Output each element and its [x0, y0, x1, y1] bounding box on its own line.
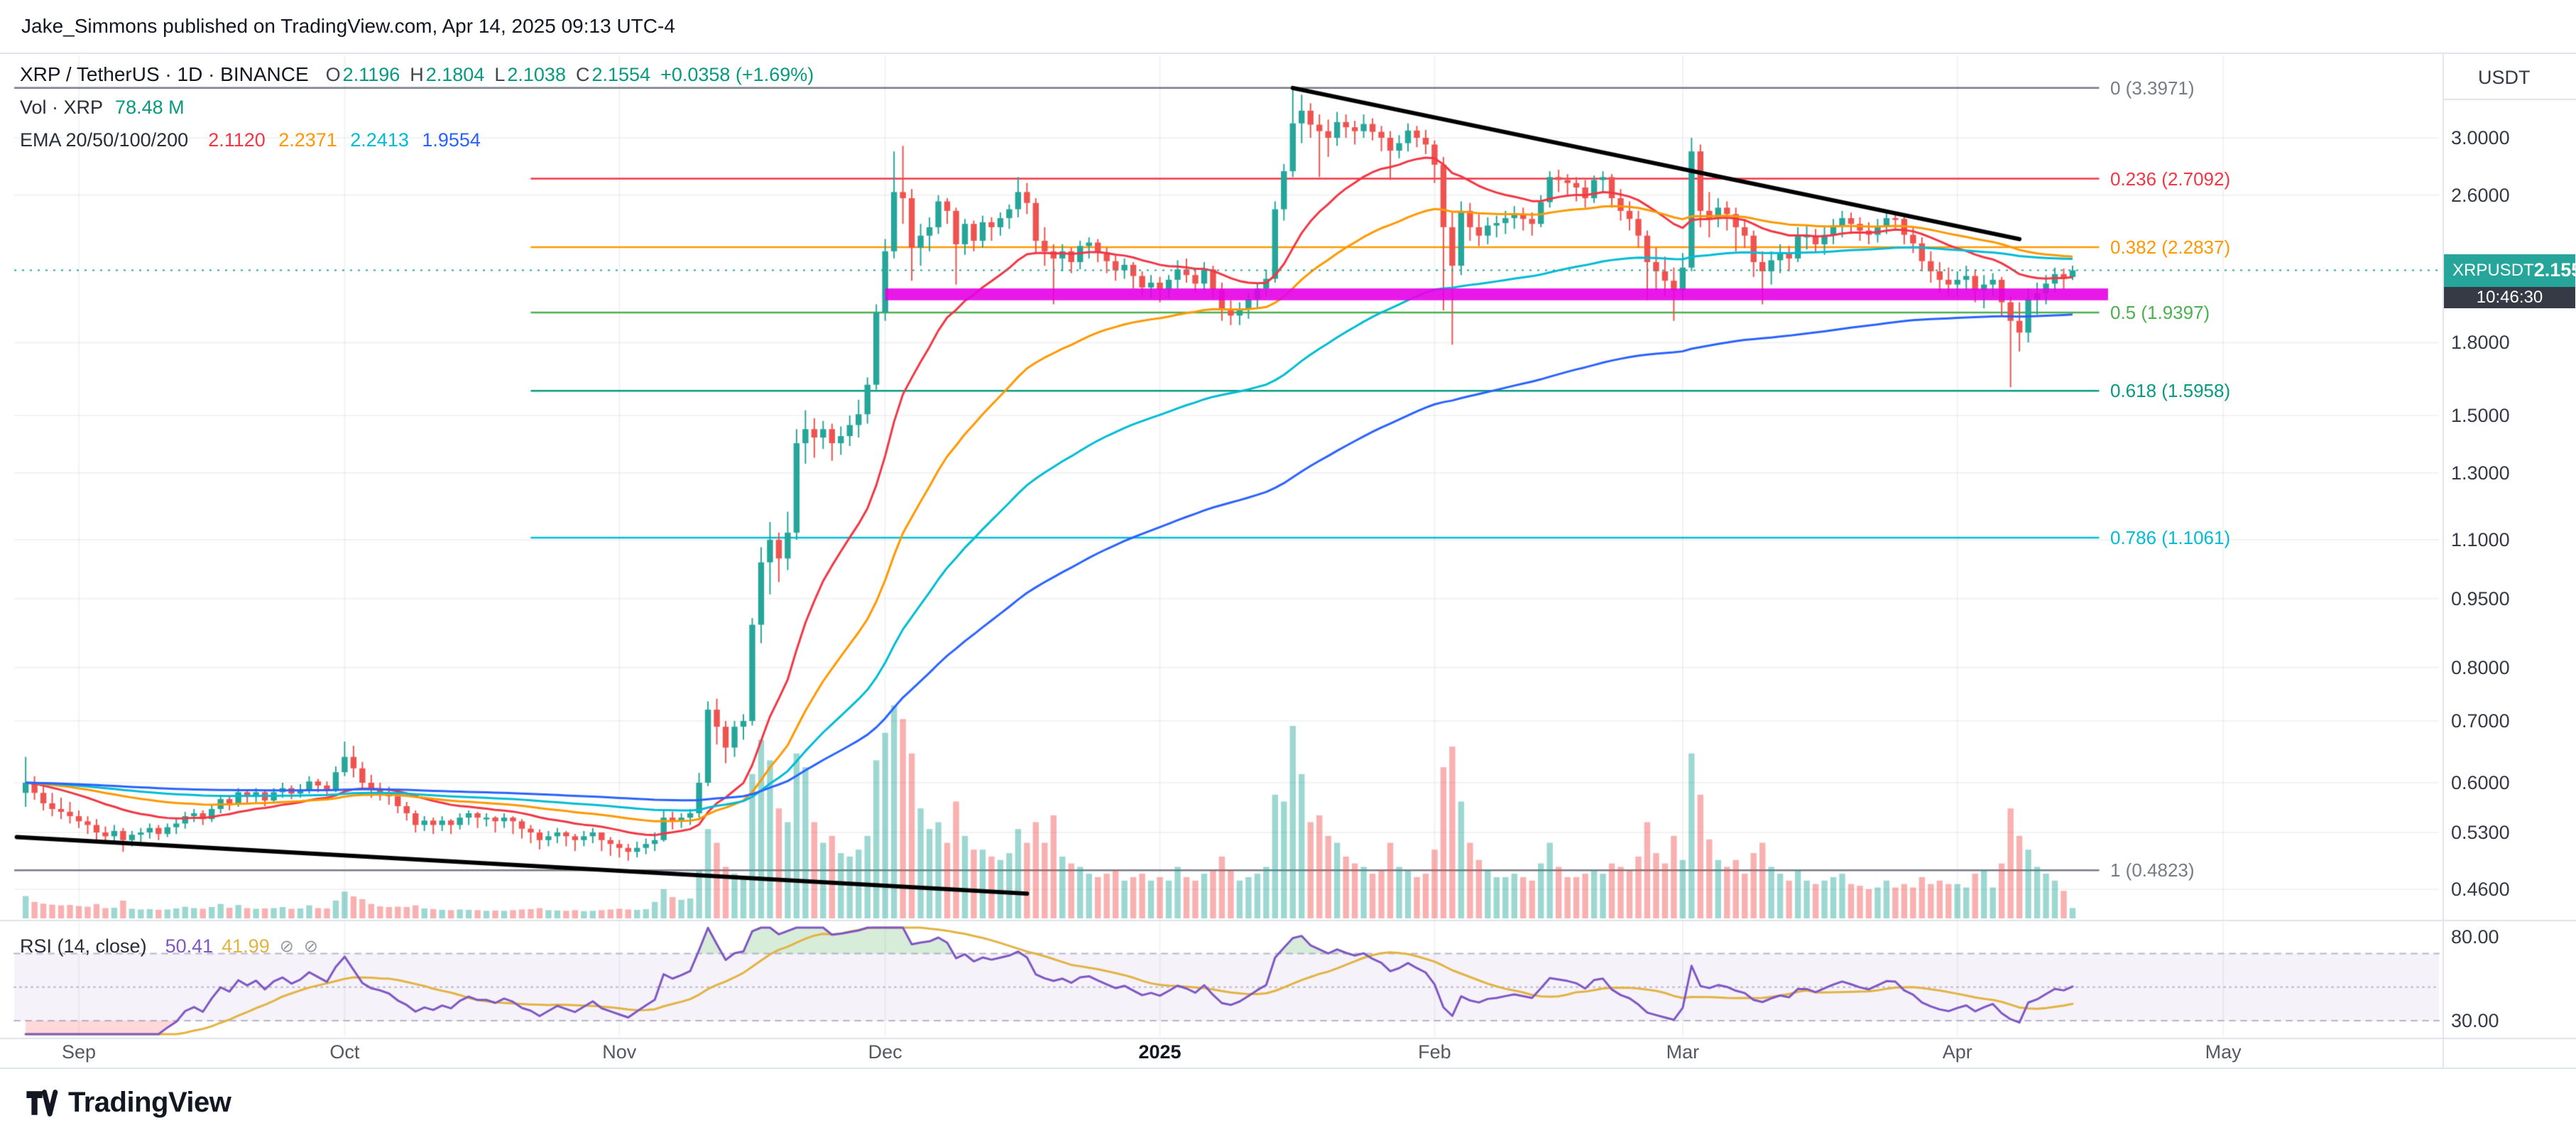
fib-level-label: 1 (0.4823): [2110, 859, 2195, 881]
rsi-tick-label: 30.00: [2451, 1010, 2499, 1031]
price-tick-label: 1.5000: [2451, 405, 2510, 427]
close-label: C: [575, 63, 590, 85]
time-tick-label: Sep: [61, 1041, 97, 1063]
price-tick-label: 1.8000: [2451, 332, 2510, 354]
ema-legend-row[interactable]: EMA 20/50/100/200 2.1120 2.2371 2.2413 1…: [20, 124, 814, 156]
time-tick-label: Apr: [1942, 1041, 1972, 1063]
price-tick-label: 0.6000: [2451, 772, 2510, 794]
price-tick-label: 3.0000: [2451, 127, 2510, 148]
fib-level-label: 0.382 (2.2837): [2110, 236, 2231, 258]
badge-symbol: XRPUSDT: [2452, 260, 2534, 280]
high-value: 2.1804: [425, 63, 485, 85]
low-label: L: [494, 63, 506, 85]
time-tick-label: Dec: [868, 1041, 902, 1063]
time-tick-label: 2025: [1138, 1041, 1181, 1063]
price-tick-label: 0.7000: [2451, 710, 2510, 732]
close-value: 2.1554: [591, 63, 651, 85]
tradingview-logo-icon: [26, 1089, 58, 1117]
time-tick-label: Nov: [602, 1041, 637, 1063]
price-tick-label: 0.4600: [2451, 878, 2510, 900]
tradingview-logo-text: TradingView: [68, 1087, 231, 1118]
volume-value: 78.48 M: [115, 96, 185, 118]
open-value: 2.1196: [342, 63, 400, 85]
time-tick-label: May: [2205, 1041, 2242, 1063]
rsi-hidden-plot-icon: ⊘: [279, 936, 294, 956]
price-tick-label: 0.9500: [2451, 587, 2510, 609]
price-tick-label: 0.8000: [2451, 656, 2510, 678]
rsi-ma-value: 41.99: [222, 935, 270, 957]
symbol-title: XRP / TetherUS · 1D · BINANCE: [20, 63, 309, 85]
fib-level-label: 0.5 (1.9397): [2110, 302, 2210, 324]
rsi-label: RSI (14, close): [20, 935, 147, 957]
change-value: +0.0358 (+1.69%): [660, 63, 814, 85]
ema50-value: 2.2371: [278, 129, 337, 151]
badge-price: 2.1554: [2533, 259, 2576, 281]
price-tick-label: 2.6000: [2451, 184, 2510, 206]
price-axis-currency-label[interactable]: USDT: [2478, 67, 2531, 88]
ema20-value: 2.1120: [208, 129, 266, 151]
fib-level-label: 0.618 (1.5958): [2110, 380, 2231, 402]
fib-level-label: 0.236 (2.7092): [2110, 168, 2231, 190]
ema100-value: 2.2413: [350, 129, 409, 151]
ema-label: EMA 20/50/100/200: [20, 129, 189, 151]
rsi-legend-row[interactable]: RSI (14, close) 50.41 41.99 ⊘ ⊘: [20, 932, 318, 960]
rsi-tick-label: 80.00: [2451, 926, 2499, 948]
price-tick-label: 0.5300: [2451, 822, 2510, 844]
high-label: H: [410, 63, 424, 85]
last-price-badge[interactable]: XRPUSDT 2.1554 10:46:30: [2444, 254, 2576, 308]
price-tick-label: 1.1000: [2451, 529, 2510, 551]
ema200-value: 1.9554: [422, 129, 481, 151]
low-value: 2.1038: [507, 63, 566, 85]
volume-legend-row[interactable]: Vol · XRP 78.48 M: [20, 91, 814, 124]
rsi-value: 50.41: [165, 935, 214, 957]
time-tick-label: Oct: [329, 1041, 360, 1063]
attribution-text: Jake_Simmons published on TradingView.co…: [21, 15, 675, 37]
fib-level-label: 0 (3.3971): [2110, 77, 2195, 99]
price-tick-label: 1.3000: [2451, 462, 2510, 484]
volume-label: Vol · XRP: [20, 96, 104, 118]
fib-level-label: 0.786 (1.1061): [2110, 526, 2231, 548]
time-tick-label: Feb: [1418, 1041, 1451, 1063]
open-label: O: [325, 63, 341, 85]
rsi-hidden-plot-icon: ⊘: [303, 936, 318, 956]
badge-countdown: 10:46:30: [2476, 287, 2543, 307]
tradingview-logo[interactable]: TradingView: [26, 1087, 231, 1119]
time-tick-label: Mar: [1666, 1041, 1700, 1063]
attribution-bar[interactable]: Jake_Simmons published on TradingView.co…: [0, 0, 2576, 54]
